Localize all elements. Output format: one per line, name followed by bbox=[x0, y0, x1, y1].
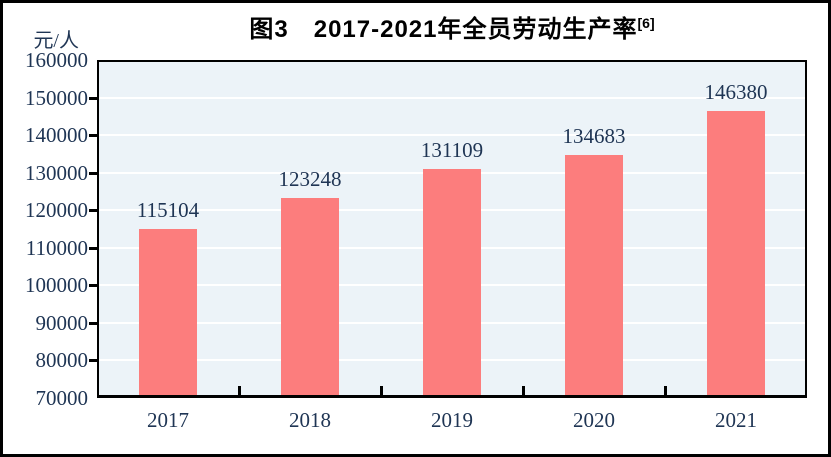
y-axis-tick-label: 150000 bbox=[25, 85, 88, 110]
x-axis-tick bbox=[521, 386, 525, 395]
bar-value-label: 123248 bbox=[278, 167, 342, 192]
x-axis-tick bbox=[379, 386, 383, 395]
x-axis-category-label: 2018 bbox=[289, 408, 331, 432]
y-axis-unit-label: 元/人 bbox=[33, 30, 79, 52]
bar bbox=[423, 168, 481, 398]
y-axis-tick bbox=[89, 96, 97, 100]
y-axis-tick bbox=[89, 134, 97, 138]
y-axis-tick-label: 90000 bbox=[35, 310, 89, 335]
x-axis-tick bbox=[237, 386, 241, 395]
x-axis-category-label: 2021 bbox=[715, 408, 757, 432]
chart-title-text: 图3 2017-2021年全员劳动生产率 bbox=[249, 16, 638, 43]
gridline bbox=[97, 134, 807, 137]
y-axis-tick-label: 100000 bbox=[25, 273, 88, 298]
bar bbox=[281, 198, 339, 398]
x-axis-category-label: 2019 bbox=[431, 408, 473, 432]
chart-title: 图3 2017-2021年全员劳动生产率[6] bbox=[97, 9, 807, 43]
y-axis-tick-label: 110000 bbox=[25, 235, 88, 260]
y-axis-tick bbox=[89, 321, 97, 325]
x-axis-category-label: 2017 bbox=[147, 408, 189, 432]
bar-value-label: 134683 bbox=[562, 124, 626, 149]
y-axis-tick bbox=[89, 209, 97, 213]
x-axis-tick bbox=[663, 386, 667, 395]
bar bbox=[565, 155, 623, 398]
y-axis-tick bbox=[89, 284, 97, 288]
y-axis-tick-label: 70000 bbox=[35, 386, 89, 410]
plot-area bbox=[89, 60, 807, 398]
y-axis-tick-label: 160000 bbox=[25, 48, 88, 72]
chart-title-superscript: [6] bbox=[637, 15, 655, 31]
x-axis-category-label: 2020 bbox=[573, 408, 615, 432]
y-axis-tick bbox=[89, 171, 97, 175]
y-axis-tick-label: 120000 bbox=[25, 198, 88, 223]
bar bbox=[707, 111, 765, 398]
gridline bbox=[97, 96, 807, 99]
bar-value-label: 115104 bbox=[136, 197, 200, 222]
y-axis-tick bbox=[89, 359, 97, 363]
y-axis-tick bbox=[89, 246, 97, 250]
bar-value-label: 146380 bbox=[704, 80, 768, 105]
y-axis-tick-label: 130000 bbox=[25, 160, 88, 185]
bar bbox=[139, 228, 197, 398]
y-axis-tick-label: 140000 bbox=[25, 123, 88, 148]
y-axis-tick-label: 80000 bbox=[35, 348, 89, 373]
bar-value-label: 131109 bbox=[420, 137, 484, 162]
